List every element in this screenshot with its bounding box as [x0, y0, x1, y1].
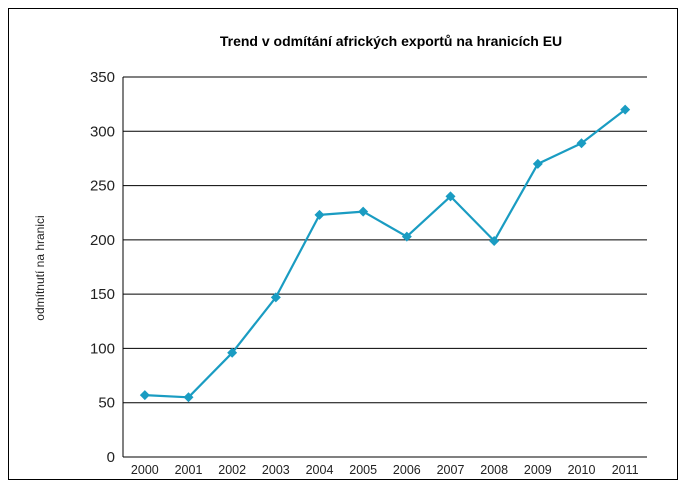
y-tick-label-50: 50 [98, 395, 115, 412]
y-tick-label-200: 200 [90, 232, 115, 249]
y-tick-label-350: 350 [90, 69, 115, 86]
y-tick-label-0: 0 [107, 449, 115, 466]
x-tick-label-2003: 2003 [262, 463, 290, 477]
x-tick-label-2008: 2008 [480, 463, 508, 477]
axes [122, 77, 647, 458]
chart-frame [8, 8, 678, 480]
x-tick-labels: 2000 2001 2002 2003 2004 2005 2006 2007 2008 2009… [131, 463, 639, 477]
y-tick-labels: 0 50 100 150 200 250 300 350 [90, 69, 115, 466]
data-point-2010 [576, 138, 587, 149]
x-tick-label-2004: 2004 [306, 463, 334, 477]
x-tick-label-2000: 2000 [131, 463, 159, 477]
data-point-2006 [401, 231, 412, 242]
data-point-2003 [270, 292, 281, 303]
series-line-0 [144, 108, 626, 399]
data-point-2005 [358, 206, 369, 217]
data-point-2009 [532, 158, 543, 169]
x-tick-label-2005: 2005 [349, 463, 377, 477]
y-tick-label-300: 300 [90, 123, 115, 140]
data-point-2004 [314, 209, 325, 220]
data-point-2007 [445, 191, 456, 202]
y-tick-label-150: 150 [90, 286, 115, 303]
y-tick-label-100: 100 [90, 340, 115, 357]
x-tick-label-2010: 2010 [568, 463, 596, 477]
y-axis-label: odmítnutí na hranici [33, 215, 47, 320]
x-tick-label-2001: 2001 [175, 463, 203, 477]
x-tick-label-2006: 2006 [393, 463, 421, 477]
data-point-2000 [139, 390, 150, 401]
x-tick-label-2007: 2007 [437, 463, 465, 477]
data-point-2002 [227, 347, 238, 358]
y-tick-label-250: 250 [90, 178, 115, 195]
data-point-2011 [620, 104, 631, 115]
x-tick-label-2009: 2009 [524, 463, 552, 477]
x-tick-label-2011: 2011 [612, 463, 639, 477]
grid-lines [123, 76, 647, 404]
chart-title: Trend v odmítání afrických exportů na hr… [220, 33, 562, 49]
x-tick-label-2002: 2002 [218, 463, 246, 477]
data-point-2001 [183, 392, 194, 403]
data-point-2008 [489, 235, 500, 246]
series [139, 104, 631, 403]
